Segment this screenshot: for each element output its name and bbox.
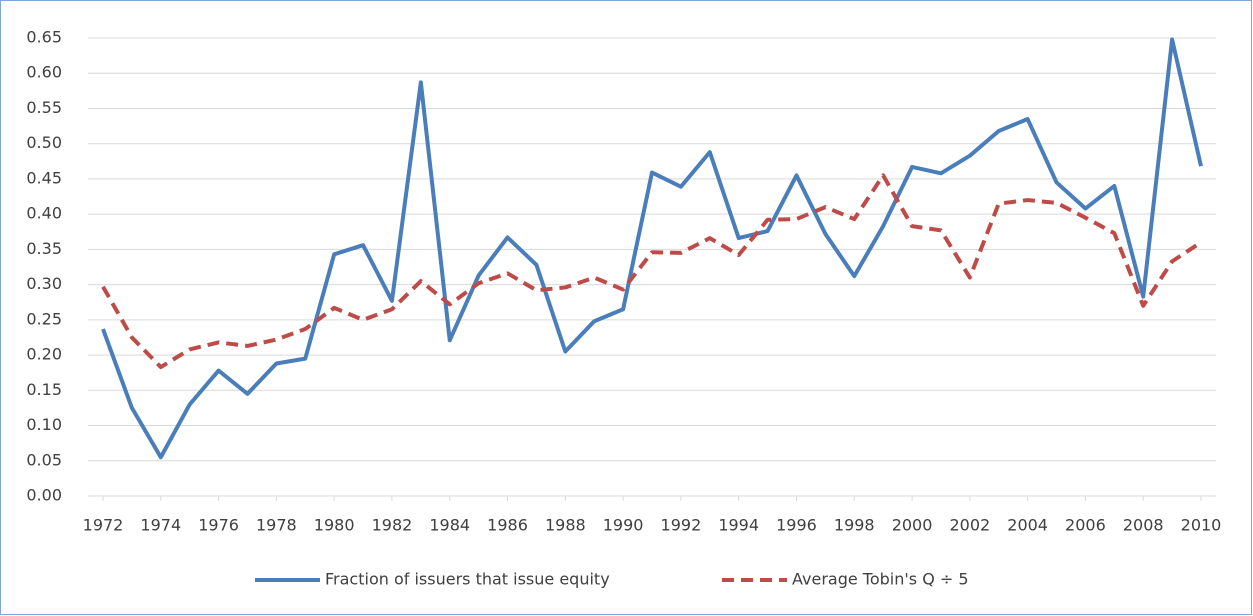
x-tick-label: 1976 (198, 516, 239, 535)
x-tick-label: 1994 (718, 516, 759, 535)
y-tick-label: 0.30 (26, 274, 62, 293)
y-tick-label: 0.00 (26, 486, 62, 505)
x-tick-label: 2004 (1007, 516, 1048, 535)
y-tick-label: 0.20 (26, 345, 62, 364)
x-tick-label: 1982 (372, 516, 413, 535)
x-tick-label: 2006 (1065, 516, 1106, 535)
y-tick-label: 0.55 (26, 98, 62, 117)
x-tick-label: 1980 (314, 516, 355, 535)
x-tick-label: 2002 (949, 516, 990, 535)
y-tick-label: 0.25 (26, 309, 62, 328)
x-tick-label: 1986 (487, 516, 528, 535)
x-tick-label: 2000 (892, 516, 933, 535)
x-tick-label: 2010 (1181, 516, 1222, 535)
y-tick-label: 0.60 (26, 63, 62, 82)
y-tick-label: 0.45 (26, 168, 62, 187)
x-tick-label: 1990 (603, 516, 644, 535)
y-tick-label: 0.40 (26, 204, 62, 223)
series-line (101, 37, 1203, 460)
x-tick-label: 1984 (429, 516, 470, 535)
legend-label: Average Tobin's Q ÷ 5 (792, 570, 969, 589)
x-tick-label: 1992 (661, 516, 702, 535)
y-tick-label: 0.50 (26, 133, 62, 152)
x-tick-label: 1978 (256, 516, 297, 535)
x-tick-label: 1974 (140, 516, 181, 535)
x-tick-label: 1988 (545, 516, 586, 535)
y-tick-label: 0.10 (26, 415, 62, 434)
y-tick-label: 0.05 (26, 450, 62, 469)
legend-label: Fraction of issuers that issue equity (325, 570, 610, 589)
y-tick-label: 0.35 (26, 239, 62, 258)
x-tick-label: 1996 (776, 516, 817, 535)
y-tick-label: 0.65 (26, 28, 62, 47)
series-line (101, 173, 1203, 370)
x-tick-label: 2008 (1123, 516, 1164, 535)
y-tick-label: 0.15 (26, 380, 62, 399)
x-tick-label: 1998 (834, 516, 875, 535)
x-tick-label: 1972 (83, 516, 124, 535)
